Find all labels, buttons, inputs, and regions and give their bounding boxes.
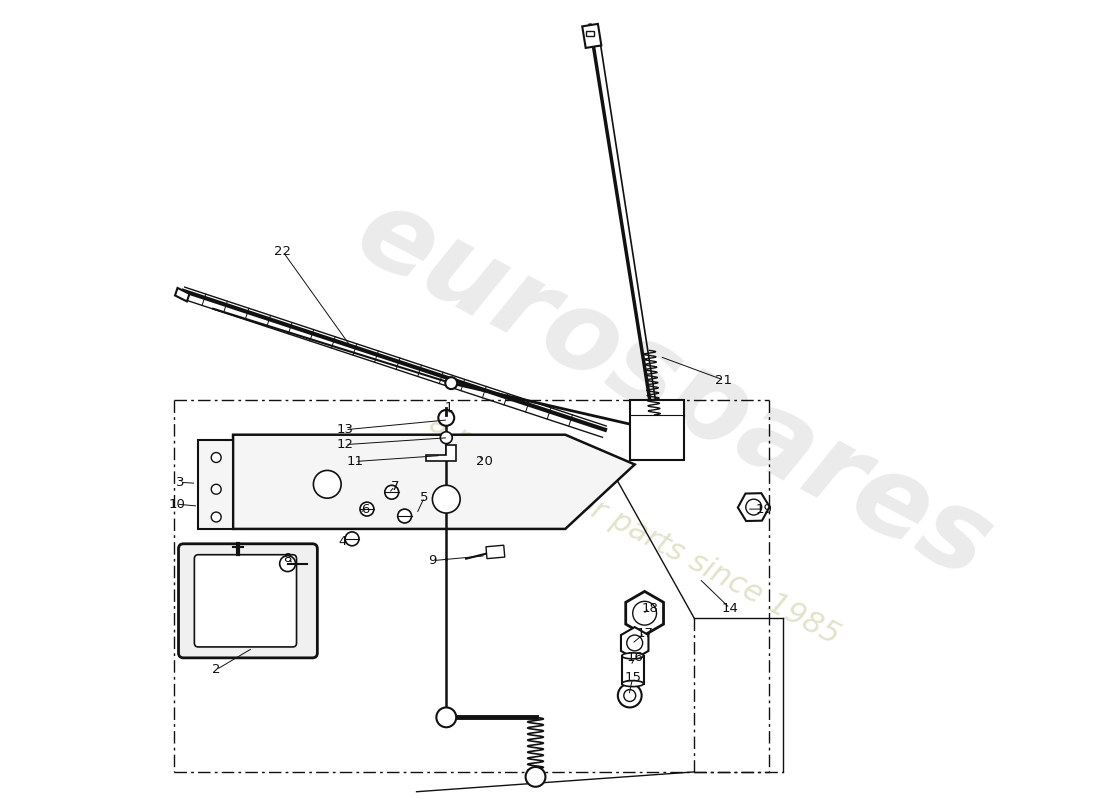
Circle shape xyxy=(360,502,374,516)
Text: 20: 20 xyxy=(475,455,493,468)
Bar xyxy=(621,656,643,684)
Circle shape xyxy=(624,690,636,702)
Text: 18: 18 xyxy=(641,602,658,614)
Text: 5: 5 xyxy=(420,490,429,504)
Text: 13: 13 xyxy=(337,423,353,436)
Circle shape xyxy=(345,532,359,546)
Ellipse shape xyxy=(621,653,643,659)
Text: 11: 11 xyxy=(346,455,363,468)
Text: 2: 2 xyxy=(212,663,220,676)
Bar xyxy=(586,31,594,36)
Text: 19: 19 xyxy=(756,502,772,515)
Circle shape xyxy=(618,684,641,707)
Text: 4: 4 xyxy=(338,535,346,548)
FancyBboxPatch shape xyxy=(195,554,297,647)
Text: 9: 9 xyxy=(428,554,437,567)
Text: 16: 16 xyxy=(626,651,644,664)
Bar xyxy=(629,400,684,459)
Circle shape xyxy=(314,470,341,498)
Text: a passion for parts since 1985: a passion for parts since 1985 xyxy=(425,408,845,650)
Text: eurospares: eurospares xyxy=(339,178,1010,602)
Text: 22: 22 xyxy=(274,245,292,258)
Bar xyxy=(486,546,505,558)
Text: 21: 21 xyxy=(715,374,733,386)
Circle shape xyxy=(437,707,456,727)
Circle shape xyxy=(211,453,221,462)
Circle shape xyxy=(385,486,398,499)
Text: 1: 1 xyxy=(446,402,453,414)
Circle shape xyxy=(279,556,296,571)
Circle shape xyxy=(438,410,454,426)
Circle shape xyxy=(526,767,546,786)
Text: 14: 14 xyxy=(722,602,738,614)
Text: 7: 7 xyxy=(390,480,399,493)
Text: 3: 3 xyxy=(176,476,185,489)
Circle shape xyxy=(632,602,657,625)
Bar xyxy=(198,440,233,529)
Polygon shape xyxy=(582,24,602,48)
Text: 17: 17 xyxy=(636,626,653,639)
Ellipse shape xyxy=(621,681,643,686)
Circle shape xyxy=(211,484,221,494)
Circle shape xyxy=(398,509,411,523)
Circle shape xyxy=(746,499,761,515)
Text: 6: 6 xyxy=(361,502,370,515)
Circle shape xyxy=(440,432,452,444)
Text: 15: 15 xyxy=(624,671,641,684)
Text: 8: 8 xyxy=(284,552,292,565)
Circle shape xyxy=(432,486,460,513)
Polygon shape xyxy=(233,434,635,529)
Polygon shape xyxy=(427,445,456,462)
Text: 10: 10 xyxy=(168,498,185,510)
Text: 12: 12 xyxy=(337,438,353,451)
Polygon shape xyxy=(175,288,189,302)
Circle shape xyxy=(211,512,221,522)
Circle shape xyxy=(446,377,458,389)
Circle shape xyxy=(627,635,642,651)
FancyBboxPatch shape xyxy=(178,544,318,658)
